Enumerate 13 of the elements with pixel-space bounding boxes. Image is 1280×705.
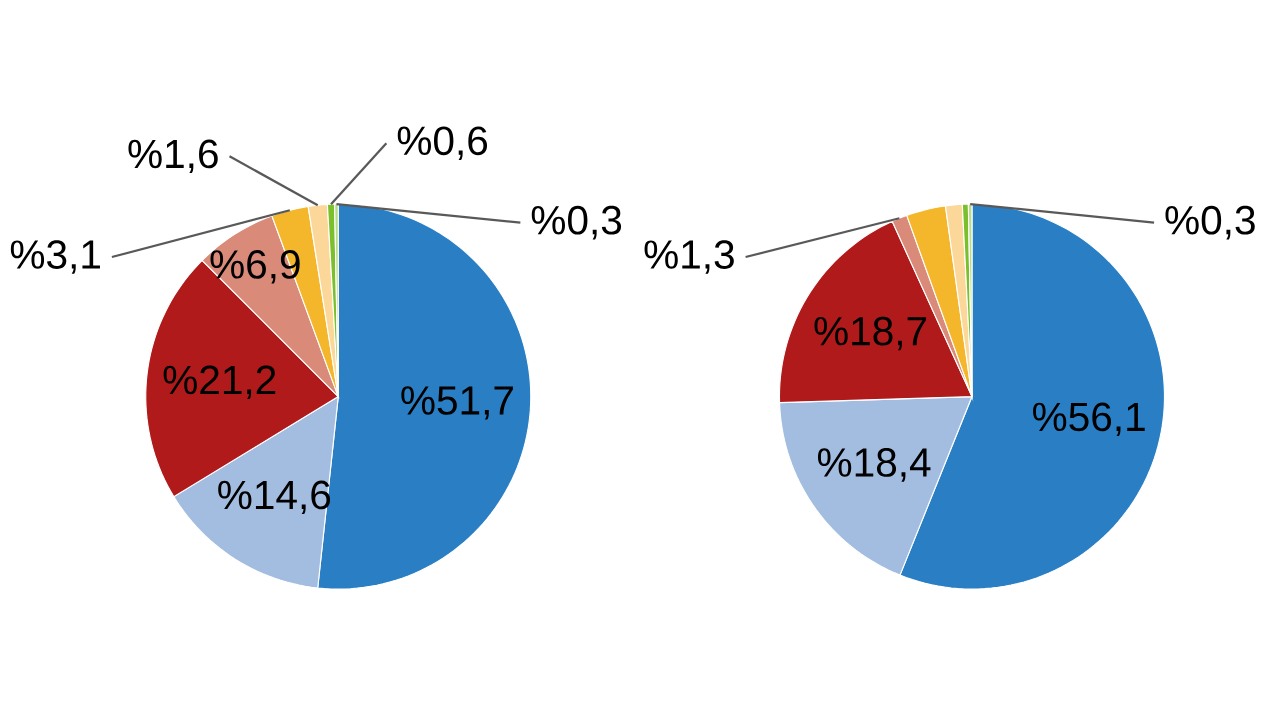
data-label: %18,7 [814,316,927,351]
data-label: %21,2 [163,365,276,400]
data-label: %1,3 [644,240,734,274]
data-label: %14,6 [218,480,331,515]
data-label: %0,3 [531,206,622,240]
data-label: %18,4 [818,448,931,482]
data-label: %0,3 [1165,206,1255,240]
data-label: %3,1 [10,240,100,274]
data-label: %1,6 [128,139,218,174]
data-label: %51,7 [401,386,513,420]
data-label: %56,1 [1033,402,1145,437]
data-label: %6,9 [210,250,300,284]
data-label: %0,6 [397,126,488,161]
